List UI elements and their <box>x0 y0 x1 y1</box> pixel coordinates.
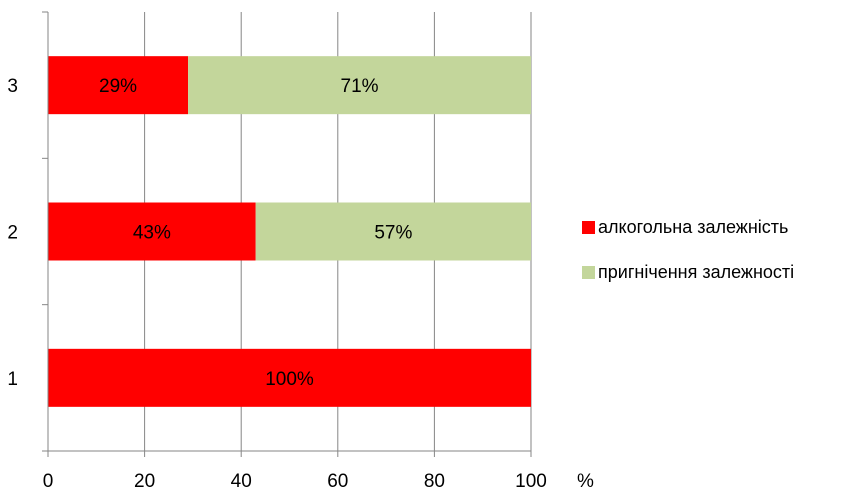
bar-segment-cat2-series1 <box>48 202 256 261</box>
bar-segment-cat1-series1 <box>48 348 531 407</box>
legend-swatch-green <box>582 265 595 279</box>
axes <box>42 11 532 457</box>
legend-label: алкогольна залежність <box>598 216 789 237</box>
data-label-cat3-series2: 71% <box>341 76 379 97</box>
x-tick-label-80: 80 <box>424 471 445 490</box>
data-label-cat2-series1: 43% <box>133 223 171 244</box>
x-axis-unit: % <box>577 471 594 490</box>
y-tick-label-3: 3 <box>7 76 18 97</box>
legend-label: пригнічення залежності <box>598 261 795 282</box>
legend: алкогольна залежність пригнічення залежн… <box>582 216 794 306</box>
x-tick-labels: 0 20 40 60 80 100 <box>43 471 547 490</box>
x-tick-label-40: 40 <box>231 471 252 490</box>
x-tick-label-60: 60 <box>327 471 348 490</box>
x-tick-label-100: 100 <box>515 471 547 490</box>
data-label-cat2-series2: 57% <box>374 223 412 244</box>
legend-item-dependence-suppression: пригнічення залежності <box>582 261 794 283</box>
bar-segment-cat3-series1 <box>48 56 189 115</box>
data-label-cat3-series1: 29% <box>99 76 137 97</box>
x-tick-label-20: 20 <box>134 471 155 490</box>
data-labels: 100% 43% 57% 29% 71% <box>99 76 412 390</box>
bars <box>48 56 531 407</box>
y-tick-label-2: 2 <box>7 223 18 244</box>
y-tick-label-1: 1 <box>7 369 18 390</box>
legend-item-alcohol-dependence: алкогольна залежність <box>582 216 794 238</box>
legend-swatch-red <box>582 220 595 234</box>
bar-segment-cat3-series2 <box>188 56 531 115</box>
data-label-cat1-series1: 100% <box>265 369 314 390</box>
x-tick-label-0: 0 <box>43 471 54 490</box>
y-tick-labels: 1 2 3 <box>7 76 18 390</box>
bar-segment-cat2-series2 <box>255 202 531 261</box>
